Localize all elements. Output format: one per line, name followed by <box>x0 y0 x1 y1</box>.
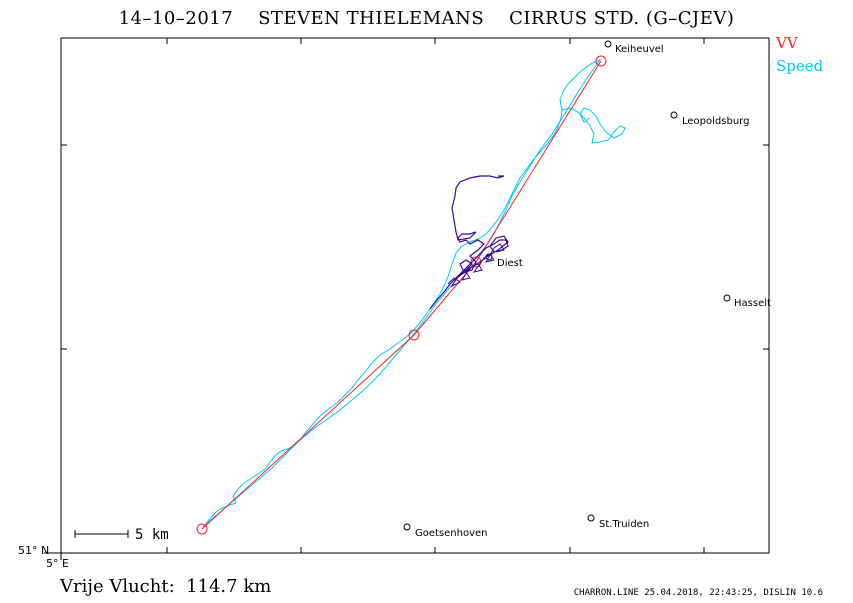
scale-bar: 5 km <box>74 527 169 543</box>
footer-info: CHARRON.LINE 25.04.2018, 22:43:25, DISLI… <box>573 588 823 598</box>
place-keiheuvel: Keiheuvel <box>604 40 664 55</box>
map-title: 14–10–2017 STEVEN THIELEMANS CIRRUS STD.… <box>118 8 735 29</box>
place-leopoldsburg: Leopoldsburg <box>670 111 749 127</box>
flight-distance: Vrije Vlucht: 114.7 km <box>60 576 272 597</box>
place-label-st-truiden: St.Truiden <box>599 519 649 530</box>
speed-track-leopoldsburg-loop <box>561 107 626 144</box>
speed-track <box>201 59 601 530</box>
place-label-diest: Diest <box>497 258 523 269</box>
place-label-leopoldsburg: Leopoldsburg <box>682 116 749 127</box>
lon-label: 5° E <box>46 557 69 570</box>
place-st-truiden: St.Truiden <box>587 514 649 530</box>
lat-label: 51° N <box>18 544 50 557</box>
thermal-track <box>429 175 509 310</box>
place-goetsenhoven: Goetsenhoven <box>403 523 488 539</box>
speed-track-return <box>205 59 601 525</box>
map-frame <box>60 37 770 554</box>
place-label-hasselt: Hasselt <box>734 298 771 309</box>
vv-turnpoint-finish <box>595 55 607 67</box>
legend-speed: Speed <box>776 57 824 75</box>
vv-track <box>201 60 602 530</box>
legend-vv: VV <box>776 34 798 52</box>
place-label-keiheuvel: Keiheuvel <box>615 44 664 55</box>
place-hasselt: Hasselt <box>723 294 771 309</box>
vv-turnpoint-2 <box>408 329 420 341</box>
vv-turnpoint-start <box>196 523 208 535</box>
thermal-track-loops <box>447 243 505 288</box>
scale-bar-label: 5 km <box>135 527 169 543</box>
place-label-goetsenhoven: Goetsenhoven <box>415 528 488 539</box>
